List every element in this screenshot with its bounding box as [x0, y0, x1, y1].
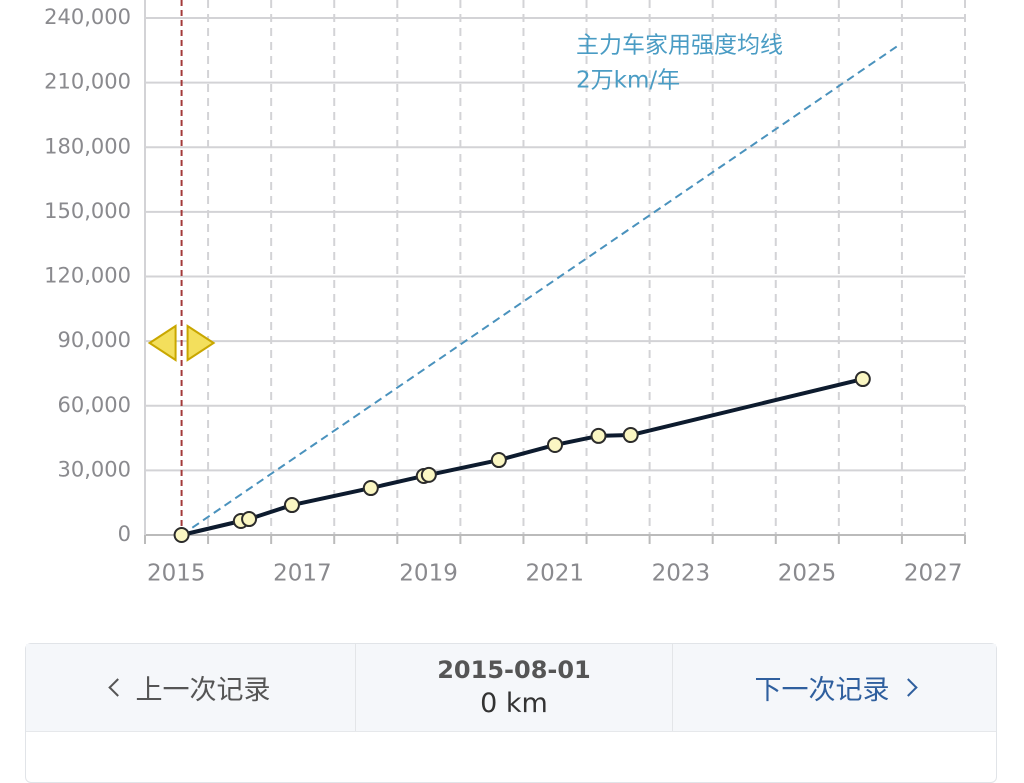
y-tick-label: 30,000 [58, 457, 131, 481]
y-tick-label: 90,000 [58, 328, 131, 352]
prev-button[interactable]: 上一次记录 [26, 644, 356, 731]
y-tick-label: 180,000 [44, 134, 131, 158]
x-tick-label: 2027 [904, 561, 963, 587]
next-label: 下一次记录 [754, 675, 890, 706]
next-button[interactable]: 下一次记录 [673, 644, 996, 731]
chart: 0 30,000 60,000 90,000 120,000 150,000 180,000… [44, 0, 966, 587]
data-point [283, 497, 300, 514]
record-date: 2015-08-01 [437, 656, 591, 684]
x-tick-label: 2017 [273, 561, 332, 587]
prev-label: 上一次记录 [135, 675, 271, 706]
y-tick-label: 210,000 [44, 70, 131, 94]
annotation: 主力车家用强度均线 [576, 33, 783, 59]
cursor-handle[interactable] [147, 324, 177, 362]
y-tick-label: 150,000 [44, 199, 131, 223]
data-point [854, 371, 871, 388]
x-tick-label: 2025 [778, 561, 837, 587]
data-point [547, 436, 563, 453]
x-tick-label: 2023 [652, 561, 711, 587]
reference-line [181, 45, 899, 536]
y-tick-label: 60,000 [58, 393, 131, 417]
data-point [241, 511, 258, 528]
x-tick-label: 2019 [399, 561, 458, 587]
annotation: 2万km/年 [576, 68, 680, 94]
y-tick-label: 0 [118, 522, 131, 546]
data-point [173, 527, 190, 543]
data-point [622, 427, 639, 444]
current-record: 2015-08-01 0 km [356, 644, 673, 731]
x-tick-label: 2015 [147, 561, 206, 587]
series-line [181, 377, 864, 537]
cursor-handle[interactable] [186, 324, 216, 362]
record-distance: 0 km [480, 688, 548, 719]
x-tick-label: 2021 [525, 561, 584, 587]
y-tick-label: 240,000 [44, 5, 131, 29]
data-point [362, 480, 379, 497]
record-panel: 上一次记录 2015-08-01 0 km 下一次记录 [25, 643, 997, 783]
data-point [490, 452, 507, 469]
y-tick-label: 120,000 [44, 264, 131, 288]
data-point [590, 427, 607, 444]
data-point [420, 466, 437, 483]
record-nav: 上一次记录 2015-08-01 0 km 下一次记录 [26, 644, 996, 732]
